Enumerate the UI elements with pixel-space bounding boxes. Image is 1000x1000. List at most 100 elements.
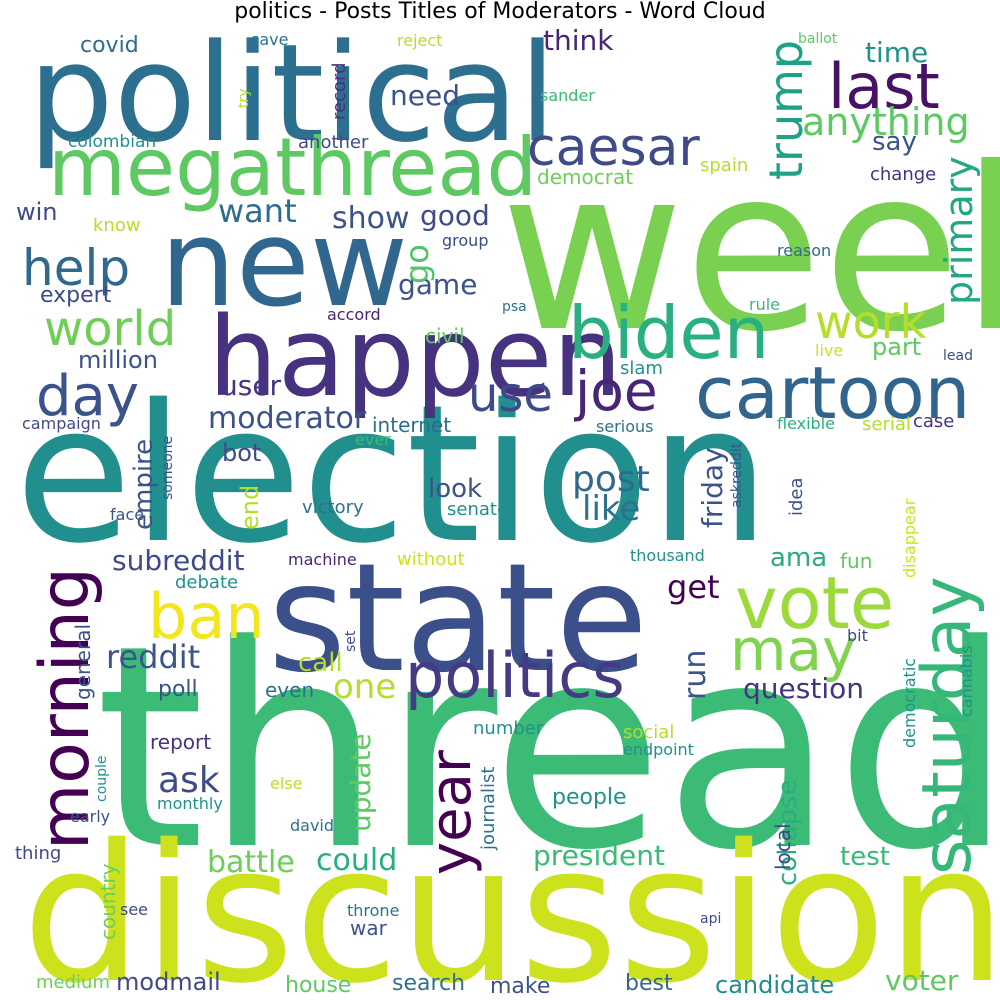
word-serial: serial (862, 414, 911, 435)
word-empire: empire (129, 439, 159, 530)
word-may: may (730, 616, 856, 684)
word-say: say (872, 127, 917, 157)
word-ballot: ballot (798, 31, 838, 47)
word-politics: politics (405, 639, 625, 712)
word-caesar: caesar (527, 118, 700, 178)
word-accord: accord (327, 305, 381, 324)
word-david: david (290, 816, 334, 835)
word-set: set (343, 630, 359, 652)
word-thing: thing (15, 843, 61, 864)
word-house: house (285, 973, 351, 998)
word-rule: rule (749, 295, 780, 314)
word-voter: voter (885, 964, 959, 997)
word-collapse: collapse (773, 779, 803, 886)
word-win: win (16, 198, 58, 226)
word-try: try (236, 88, 252, 108)
word-medium: medium (36, 972, 110, 993)
word-group: group (442, 231, 488, 250)
word-else: else (270, 774, 302, 793)
word-debate: debate (175, 572, 238, 593)
word-throne: throne (347, 901, 399, 920)
word-vote: vote (735, 561, 894, 645)
word-expert: expert (40, 283, 112, 308)
word-user: user (220, 369, 282, 402)
word-disappear: disappear (900, 498, 919, 578)
word-face: face (110, 505, 144, 524)
word-flexible: flexible (777, 414, 835, 433)
word-friday: friday (696, 447, 729, 528)
word-post: post (572, 459, 650, 500)
word-general: general (71, 624, 95, 700)
word-psa: psa (502, 299, 527, 315)
word-cannabis: cannabis (957, 645, 976, 717)
word-use: use (468, 367, 553, 423)
word-moderator: moderator (208, 401, 367, 436)
word-reason: reason (777, 241, 831, 260)
word-lead: lead (943, 348, 973, 364)
word-thousand: thousand (630, 546, 705, 565)
word-political: political (28, 15, 556, 172)
word-spain: spain (700, 155, 748, 176)
word-report: report (150, 730, 211, 754)
word-civil: civil (425, 324, 465, 348)
word-record: record (329, 63, 350, 121)
word-reject: reject (397, 31, 442, 50)
word-end: end (236, 485, 264, 530)
word-poll: poll (158, 677, 198, 702)
word-year: year (419, 749, 484, 875)
word-live: live (815, 341, 843, 360)
word-test: test (840, 842, 890, 872)
word-save: save (251, 30, 288, 49)
word-help: help (22, 239, 130, 297)
word-journalist: journalist (478, 767, 499, 851)
word-world: world (44, 301, 176, 357)
word-state: state (268, 532, 648, 706)
word-ever: ever (355, 430, 391, 449)
word-thread: thread (95, 586, 1000, 912)
word-candidate: candidate (715, 971, 834, 999)
word-subreddit: subreddit (112, 544, 245, 577)
chart-title: politics - Posts Titles of Moderators - … (234, 0, 766, 24)
word-local: local (771, 823, 795, 870)
word-victory: victory (302, 497, 364, 518)
word-campaign: campaign (22, 414, 101, 433)
word-democrat: democrat (537, 165, 633, 189)
word-day: day (36, 364, 139, 429)
word-search: search (392, 971, 465, 996)
word-call: call (298, 648, 343, 678)
word-new: new (160, 195, 408, 334)
word-case: case (913, 411, 954, 432)
word-million: million (78, 346, 158, 374)
word-country: country (96, 863, 120, 940)
word-covid: covid (80, 33, 139, 58)
word-bot: bot (222, 439, 261, 467)
word-need: need (390, 79, 460, 112)
word-slam: slam (620, 358, 663, 379)
word-reddit: reddit (106, 638, 200, 676)
word-social: social (623, 722, 674, 743)
word-go: go (398, 244, 436, 284)
word-one: one (333, 667, 396, 707)
word-game: game (398, 268, 477, 301)
word-joe: joe (574, 359, 658, 423)
word-time: time (865, 36, 928, 69)
word-ama: ama (770, 543, 827, 573)
word-someone: someone (160, 436, 176, 500)
word-ban: ban (148, 580, 265, 653)
word-know: know (93, 215, 141, 236)
word-serious: serious (596, 417, 653, 436)
word-show: show (332, 201, 410, 236)
word-colombian: colombian (68, 132, 156, 152)
word-look: look (428, 474, 482, 504)
word-idea: idea (786, 477, 807, 516)
word-make: make (490, 974, 550, 999)
word-best: best (625, 971, 673, 996)
word-last: last (828, 50, 940, 123)
word-update: update (344, 733, 377, 832)
word-internet: internet (372, 413, 451, 437)
word-election: election (15, 364, 770, 585)
word-see: see (120, 900, 148, 919)
word-question: question (743, 672, 864, 705)
word-without: without (397, 549, 465, 570)
